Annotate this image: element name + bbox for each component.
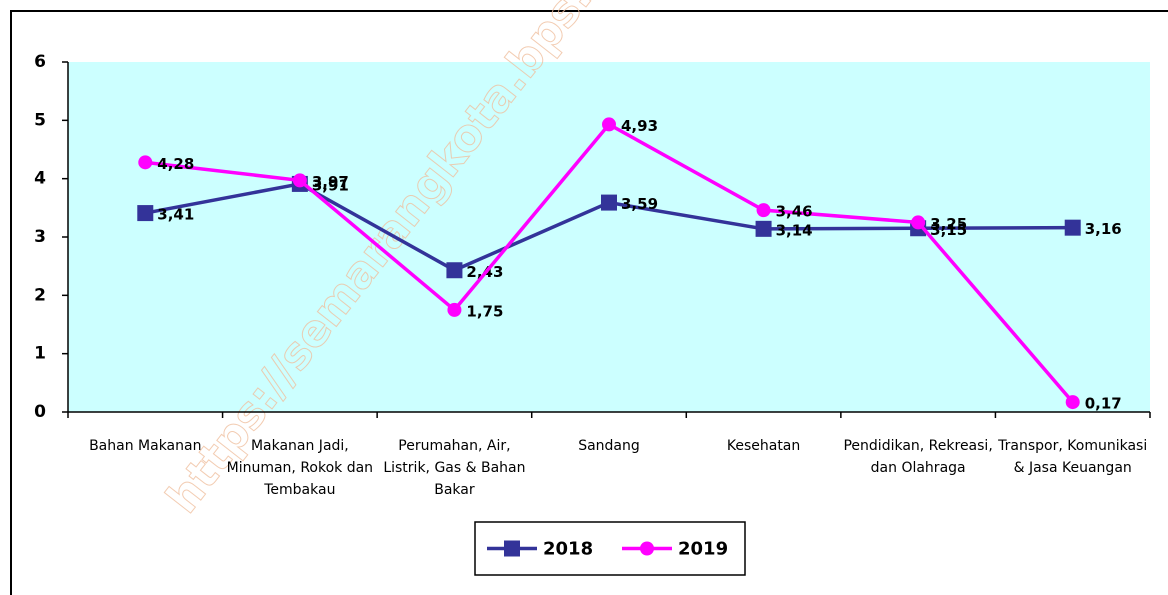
y-tick-label: 0: [34, 402, 46, 422]
data-label: 3,46: [776, 203, 813, 221]
legend-marker: [504, 540, 520, 557]
data-label: 3,41: [157, 206, 194, 224]
marker: [292, 173, 307, 188]
x-tick-label: Makanan Jadi, Minuman, Rokok dan Tembaka…: [226, 438, 374, 498]
data-label: 3,14: [776, 221, 813, 239]
data-label: 4,28: [157, 155, 194, 173]
marker: [1064, 219, 1081, 236]
data-label: 3,59: [621, 195, 658, 213]
data-label: 3,91: [312, 176, 349, 194]
marker: [601, 194, 617, 211]
legend-marker: [640, 541, 654, 556]
x-tick-label: Perumahan, Air, Listrik, Gas & Bahan Bak…: [383, 438, 526, 498]
y-tick-label: 4: [34, 169, 46, 189]
marker: [138, 155, 153, 170]
marker: [911, 215, 926, 230]
x-tick-label: Transpor, Komunikasi & Jasa Keuangan: [998, 438, 1148, 476]
y-tick-label: 1: [34, 344, 46, 364]
plot-area: [68, 62, 1150, 412]
marker: [756, 203, 771, 218]
legend-label: 2019: [678, 539, 728, 560]
legend-label: 2018: [543, 539, 593, 560]
marker: [1065, 395, 1080, 410]
data-label: 3,97: [312, 173, 349, 191]
data-label: 3,16: [1085, 220, 1122, 238]
data-label: 3,15: [930, 221, 967, 239]
y-tick-label: 3: [34, 227, 46, 247]
data-label: 1,75: [466, 302, 503, 320]
data-label: 0,17: [1085, 395, 1122, 413]
x-tick-label: Kesehatan: [726, 438, 801, 454]
marker: [602, 117, 616, 132]
y-tick-label: 2: [34, 285, 46, 305]
marker: [137, 205, 154, 222]
x-tick-label: Pendidikan, Rekreasi, dan Olahraga: [843, 438, 993, 476]
data-label: 3,25: [930, 215, 967, 233]
x-tick-label: Bahan Makanan: [89, 438, 202, 454]
marker: [446, 262, 463, 279]
marker: [447, 302, 462, 317]
x-tick-label: Sandang: [578, 438, 640, 454]
data-label: 4,93: [621, 117, 658, 135]
y-tick-label: 5: [34, 110, 46, 130]
marker: [755, 220, 772, 237]
y-tick-label: 6: [34, 52, 46, 72]
